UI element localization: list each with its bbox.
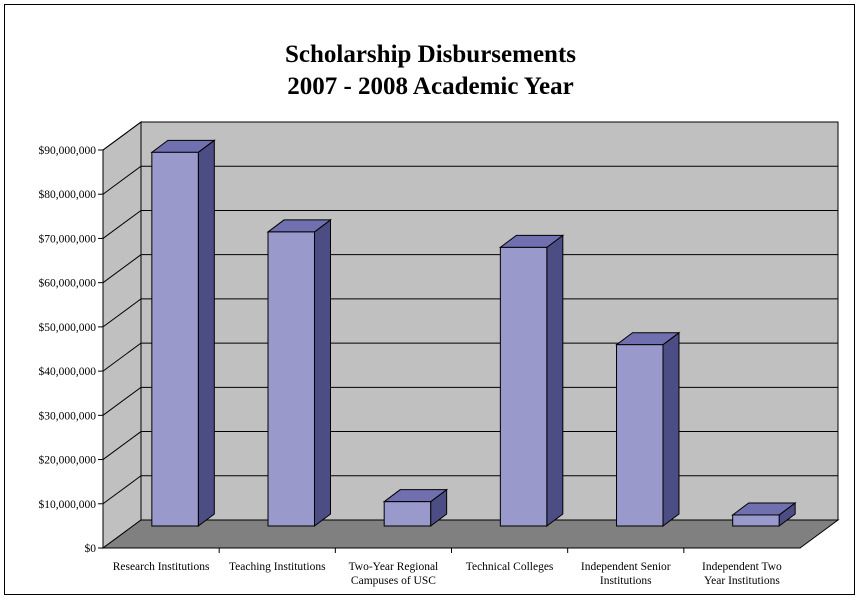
y-tick-label: $60,000,000 bbox=[39, 277, 97, 290]
y-tick-label: $90,000,000 bbox=[39, 144, 97, 157]
x-category-label-line: Technical Colleges bbox=[466, 561, 554, 573]
floor bbox=[101, 519, 840, 549]
x-category-label: Independent Senior Institutions bbox=[581, 561, 671, 587]
x-category-label-line: Year Institutions bbox=[704, 575, 780, 587]
y-tick-label: $20,000,000 bbox=[39, 454, 97, 467]
y-tick-label: $80,000,000 bbox=[39, 188, 97, 201]
y-tick-label: $40,000,000 bbox=[39, 365, 97, 378]
x-category-label: Teaching Institutions bbox=[229, 561, 326, 573]
gridline bbox=[102, 298, 838, 328]
bar bbox=[382, 488, 449, 527]
bar-side bbox=[197, 139, 215, 527]
gridline bbox=[102, 475, 838, 505]
bar-side bbox=[662, 331, 680, 527]
gridline bbox=[102, 386, 838, 416]
bar bbox=[615, 331, 681, 527]
x-category-labels: Research Institutions Teaching Institutio… bbox=[113, 561, 782, 587]
x-category-label: Technical Colleges bbox=[466, 561, 554, 573]
x-category-label-line: Research Institutions bbox=[113, 561, 210, 573]
bar bbox=[150, 139, 216, 527]
x-category-label-line: Institutions bbox=[600, 575, 652, 587]
chart-title: Scholarship Disbursements 2007 - 2008 Ac… bbox=[5, 39, 856, 103]
bars bbox=[150, 139, 797, 527]
bar-side bbox=[313, 218, 331, 527]
y-tick-labels: $0 $10,000,000 $20,000,000 $30,000,000 $40,0… bbox=[39, 144, 97, 555]
bar-front bbox=[383, 501, 432, 527]
gridline bbox=[102, 254, 838, 284]
gridline bbox=[102, 209, 838, 239]
back-wall bbox=[140, 121, 839, 521]
bar-front bbox=[616, 344, 664, 527]
x-category-label-line: Teaching Institutions bbox=[229, 561, 326, 573]
x-category-label-line: Campuses of USC bbox=[351, 575, 436, 587]
bar-front bbox=[499, 246, 548, 527]
bar bbox=[498, 234, 565, 527]
chart-title-line-2: 2007 - 2008 Academic Year bbox=[287, 73, 574, 100]
y-tick-label: $70,000,000 bbox=[39, 232, 97, 245]
x-category-label: Research Institutions bbox=[113, 561, 210, 573]
axes bbox=[98, 149, 800, 553]
bar-front bbox=[732, 514, 780, 527]
gridline bbox=[102, 431, 838, 460]
y-tick-label: $50,000,000 bbox=[39, 321, 97, 334]
x-category-label-line: Two-Year Regional bbox=[349, 561, 439, 573]
bar bbox=[731, 501, 797, 527]
gridline bbox=[102, 121, 838, 151]
x-category-label-line: Independent Senior bbox=[581, 561, 671, 573]
gridlines bbox=[102, 121, 838, 505]
bar-side bbox=[546, 234, 564, 527]
gridline bbox=[102, 165, 838, 195]
y-tick-label: $10,000,000 bbox=[39, 498, 97, 511]
bar-front bbox=[151, 151, 199, 527]
x-category-label: Two-Year Regional Campuses of USC bbox=[349, 561, 439, 587]
bar bbox=[266, 218, 332, 527]
y-tick-label: $0 bbox=[85, 542, 97, 555]
bar-front bbox=[267, 231, 315, 527]
x-category-label-line: Independent Two bbox=[702, 561, 782, 573]
chart-title-line-1: Scholarship Disbursements bbox=[284, 41, 576, 68]
side-wall bbox=[102, 121, 142, 549]
y-tick-label: $30,000,000 bbox=[39, 409, 97, 422]
gridline bbox=[102, 342, 838, 372]
x-category-label: Independent Two Year Institutions bbox=[702, 561, 782, 587]
